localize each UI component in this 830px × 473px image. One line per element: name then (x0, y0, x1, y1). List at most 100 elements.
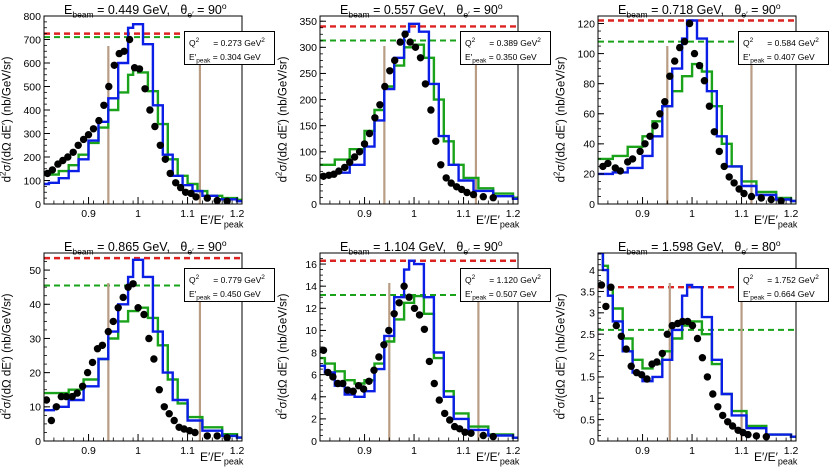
data-point-1 (598, 281, 606, 289)
y-tick-label: 16 (305, 259, 317, 271)
data-point-25 (719, 411, 727, 420)
data-point-21 (705, 102, 714, 110)
x-tick-label: 1 (135, 445, 141, 457)
y-tick-label: 300 (299, 42, 317, 54)
beam-energy: 1.598 (661, 240, 694, 255)
y-tick-label: 0 (311, 436, 317, 448)
y-tick-label: 100 (577, 48, 595, 60)
data-point-9 (84, 131, 93, 139)
data-point-5 (617, 332, 625, 340)
epeak-row: E′peak = 0.407 GeV (743, 51, 815, 65)
data-point-32 (777, 197, 785, 204)
data-point-30 (192, 193, 200, 201)
series-blue-step (320, 22, 518, 200)
data-point-13 (381, 82, 389, 91)
beam-energy: 0.865 (107, 240, 140, 255)
y-tick-label: 30 (29, 333, 41, 345)
data-point-12 (98, 341, 107, 349)
data-point-6 (628, 155, 637, 163)
data-point-13 (104, 327, 113, 336)
data-point-26 (446, 416, 454, 424)
data-point-20 (416, 54, 425, 62)
data-point-19 (134, 304, 142, 312)
scattering-angle: 90 (483, 3, 498, 18)
data-point-17 (401, 30, 409, 38)
data-point-2 (604, 159, 612, 168)
q2-value: 0.389 (496, 37, 518, 48)
data-point-21 (421, 80, 430, 88)
y-tick-label: 12 (305, 303, 317, 315)
y-tick-label: 4 (311, 392, 317, 404)
epeak-row: E′peak = 0.664 GeV (743, 288, 815, 302)
data-point-30 (744, 430, 752, 439)
data-point-23 (432, 137, 440, 145)
data-point-18 (406, 38, 414, 46)
data-point-22 (425, 357, 434, 366)
data-point-20 (415, 311, 424, 319)
data-point-27 (176, 183, 185, 192)
epeak-value: 0.350 (496, 51, 518, 62)
plot-title: Ebeam = 1.104 GeV, θe′ = 90o (340, 238, 503, 257)
data-point-8 (79, 135, 88, 144)
plot-title: Ebeam = 0.718 GeV, θe′ = 90o (618, 1, 781, 20)
y-tick-label: 500 (23, 81, 41, 93)
data-point-25 (441, 409, 449, 418)
y-tick-label: 3 (589, 308, 595, 320)
epeak-row: E′peak = 0.350 GeV (465, 51, 537, 65)
plot-title: Ebeam = 0.449 GeV, θe′ = 90o (64, 1, 227, 20)
data-point-25 (165, 410, 173, 418)
epeak-value: 0.304 (220, 51, 242, 62)
y-tick-label: 1 (589, 393, 595, 405)
data-point-28 (457, 185, 466, 194)
data-point-22 (427, 106, 435, 114)
data-point-32 (213, 432, 221, 440)
plot-area (598, 19, 796, 204)
data-point-28 (455, 425, 464, 433)
data-point-3 (329, 373, 337, 381)
plot-svg: 0.9 1 1.1 1.2 0 100 200 300 400 500 600 700 800 (23, 11, 244, 220)
scattering-angle: 90 (207, 3, 222, 18)
series-blue-step (598, 19, 796, 203)
data-point-17 (125, 35, 134, 44)
data-point-26 (447, 179, 455, 187)
y-tick-label: 0 (35, 199, 41, 211)
y-tick-label: 0.5 (580, 414, 595, 426)
data-point-7 (73, 389, 81, 397)
q2-value: 1.120 (496, 274, 518, 285)
y-tick-label: 1.5 (580, 372, 595, 384)
data-point-11 (656, 110, 664, 118)
data-point-20 (141, 85, 149, 93)
y-axis-label: d2σ/(dΩ dE′) (nb/GeV/sr) (274, 56, 290, 183)
x-tick-label: 0.9 (81, 208, 96, 220)
beam-energy: 0.449 (107, 3, 140, 18)
y-tick-label: 350 (299, 16, 317, 28)
y-tick-label: 700 (23, 34, 41, 46)
series-blue-step (598, 253, 796, 438)
y-tick-label: 100 (23, 175, 41, 187)
plot-svg: 0.9 1 1.1 1.2 0 2 4 6 8 10 12 14 16 (305, 252, 521, 457)
x-tick-label: 1 (689, 445, 695, 457)
legend-box: Q2 = 0.389 GeV2 E′peak = 0.350 GeV (460, 31, 551, 65)
data-point-14 (663, 330, 671, 338)
epeak-row: E′peak = 0.507 GeV (465, 288, 537, 302)
data-point-10 (643, 375, 651, 383)
q2-value: 0.273 (220, 37, 242, 48)
y-tick-label: 200 (23, 152, 41, 164)
x-tick-label: 1.1 (456, 445, 471, 457)
plot-panel-6: 0.9 1 1.1 1.2 0 0.5 1 1.5 2 2.5 3 3.5 4 Ebeam = 1.59… (553, 237, 830, 473)
data-point-5 (341, 163, 349, 172)
plot-area (598, 253, 796, 441)
plot-svg: 0.9 1 1.1 1.2 0 50 100 150 200 250 300 350 (299, 15, 521, 220)
data-point-30 (191, 428, 199, 437)
x-axis-label: E′/E′peak (754, 213, 798, 230)
data-point-21 (420, 325, 429, 333)
y-tick-label: 2 (311, 414, 317, 426)
data-point-25 (166, 169, 174, 178)
data-point-22 (710, 128, 718, 136)
data-point-11 (371, 114, 379, 122)
data-point-21 (145, 334, 153, 343)
data-point-23 (709, 390, 717, 398)
data-point-9 (83, 368, 92, 377)
data-point-20 (700, 77, 709, 85)
data-point-5 (62, 392, 70, 401)
